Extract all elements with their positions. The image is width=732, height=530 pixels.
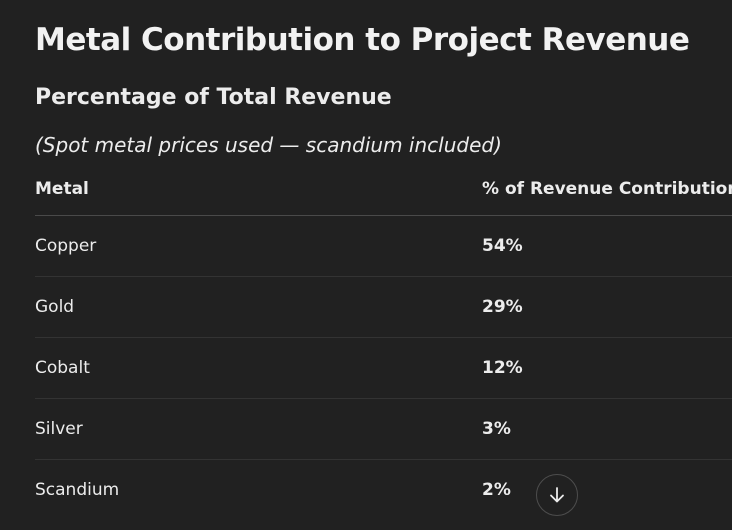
revenue-share: 3%	[482, 398, 732, 460]
revenue-share: 2%	[482, 480, 511, 500]
table-row: Gold 29%	[35, 276, 732, 338]
section-subtitle: Percentage of Total Revenue	[35, 85, 392, 110]
table-header-row: Metal % of Revenue Contribution	[35, 175, 732, 216]
metal-name: Silver	[35, 398, 482, 460]
column-header-metal: Metal	[35, 175, 482, 216]
table-row: Copper 54%	[35, 215, 732, 277]
revenue-share: 29%	[482, 276, 732, 338]
pricing-note: (Spot metal prices used — scandium inclu…	[35, 133, 502, 157]
revenue-table: Metal % of Revenue Contribution Copper 5…	[35, 175, 732, 520]
column-header-revenue-contribution: % of Revenue Contribution	[482, 175, 732, 216]
page-title: Metal Contribution to Project Revenue	[35, 22, 690, 58]
metal-name: Copper	[35, 215, 482, 277]
metal-name: Cobalt	[35, 337, 482, 399]
metal-name: Gold	[35, 276, 482, 338]
revenue-share: 54%	[482, 215, 732, 277]
table-row: Cobalt 12%	[35, 337, 732, 399]
metal-name: Scandium	[35, 480, 120, 500]
scroll-to-bottom-button[interactable]	[536, 474, 578, 516]
table-row: Silver 3%	[35, 398, 732, 460]
revenue-share: 12%	[482, 337, 732, 399]
arrow-down-icon	[550, 487, 564, 503]
table-row: Scandium 2%	[35, 460, 732, 521]
